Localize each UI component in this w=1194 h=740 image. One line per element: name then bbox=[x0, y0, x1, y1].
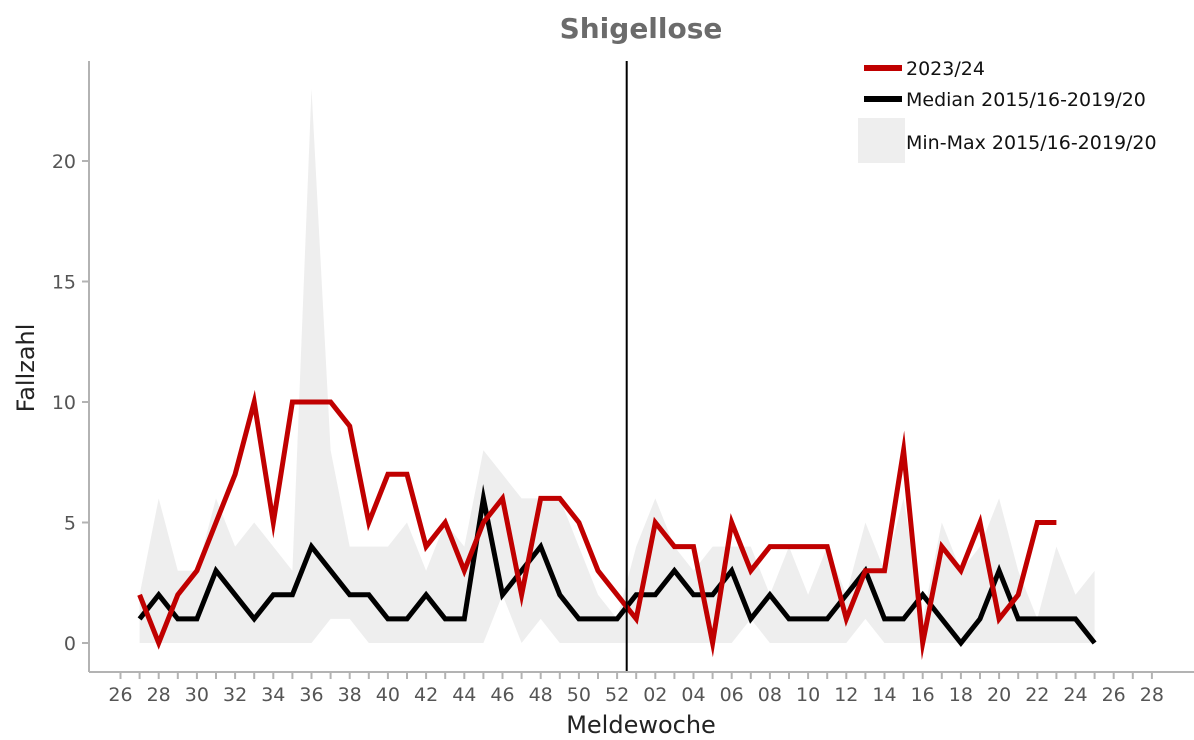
min-max-range-layer bbox=[139, 88, 1095, 643]
x-tick-label: 52 bbox=[605, 684, 629, 706]
median-line bbox=[137, 484, 1097, 648]
x-tick-label: 50 bbox=[567, 684, 591, 706]
current-season-line bbox=[137, 389, 1057, 661]
x-axis-title: Meldewoche bbox=[566, 711, 716, 739]
plot-area bbox=[137, 61, 1097, 672]
current-season-line-layer bbox=[137, 389, 1057, 661]
x-tick-label: 16 bbox=[911, 684, 935, 706]
x-tick-label: 26 bbox=[108, 684, 132, 706]
x-tick-label: 10 bbox=[796, 684, 820, 706]
x-tick-label: 38 bbox=[338, 684, 362, 706]
x-tick-label: 24 bbox=[1063, 684, 1087, 706]
x-tick-label: 42 bbox=[414, 684, 438, 706]
legend-swatch-range bbox=[858, 118, 905, 163]
y-tick-label: 0 bbox=[64, 633, 76, 655]
x-tick-label: 06 bbox=[720, 684, 744, 706]
y-ticks: 0 5 10 15 20 bbox=[52, 151, 89, 655]
x-tick-label: 28 bbox=[1140, 684, 1164, 706]
x-tick-label: 30 bbox=[185, 684, 209, 706]
x-tick-label: 44 bbox=[452, 684, 476, 706]
x-tick-label: 46 bbox=[490, 684, 514, 706]
axes: 0 5 10 15 20 26 28 30 32 34 36 38 40 42 44 46 48 50 52 02 0… bbox=[52, 61, 1194, 706]
x-tick-label: 08 bbox=[758, 684, 782, 706]
legend-label-range: Min-Max 2015/16-2019/20 bbox=[906, 132, 1157, 154]
min-max-range-band bbox=[139, 88, 1095, 643]
x-tick-label: 20 bbox=[987, 684, 1011, 706]
median-line-layer bbox=[137, 484, 1097, 648]
x-tick-label: 18 bbox=[949, 684, 973, 706]
x-tick-label: 34 bbox=[261, 684, 285, 706]
x-tick-label: 12 bbox=[834, 684, 858, 706]
legend: 2023/24 Median 2015/16-2019/20 Min-Max 2… bbox=[858, 58, 1157, 163]
x-tick-label: 48 bbox=[529, 684, 553, 706]
chart-title: Shigellose bbox=[560, 12, 723, 45]
x-tick-label: 32 bbox=[223, 684, 247, 706]
x-tick-label: 04 bbox=[681, 684, 705, 706]
legend-label-median: Median 2015/16-2019/20 bbox=[906, 89, 1146, 111]
y-tick-label: 20 bbox=[52, 151, 76, 173]
legend-label-current: 2023/24 bbox=[906, 58, 985, 80]
y-tick-label: 5 bbox=[64, 513, 76, 535]
x-tick-label: 14 bbox=[872, 684, 896, 706]
x-tick-label: 26 bbox=[1102, 684, 1126, 706]
x-tick-label: 40 bbox=[376, 684, 400, 706]
y-tick-label: 10 bbox=[52, 392, 76, 414]
x-ticks: 26 28 30 32 34 36 38 40 42 44 46 48 50 52 02 04 06 08 10 12… bbox=[108, 672, 1164, 706]
y-tick-label: 15 bbox=[52, 272, 76, 294]
x-tick-label: 36 bbox=[299, 684, 323, 706]
x-tick-label: 02 bbox=[643, 684, 667, 706]
x-tick-label: 22 bbox=[1025, 684, 1049, 706]
x-tick-label: 28 bbox=[147, 684, 171, 706]
y-axis-title: Fallzahl bbox=[12, 324, 40, 413]
